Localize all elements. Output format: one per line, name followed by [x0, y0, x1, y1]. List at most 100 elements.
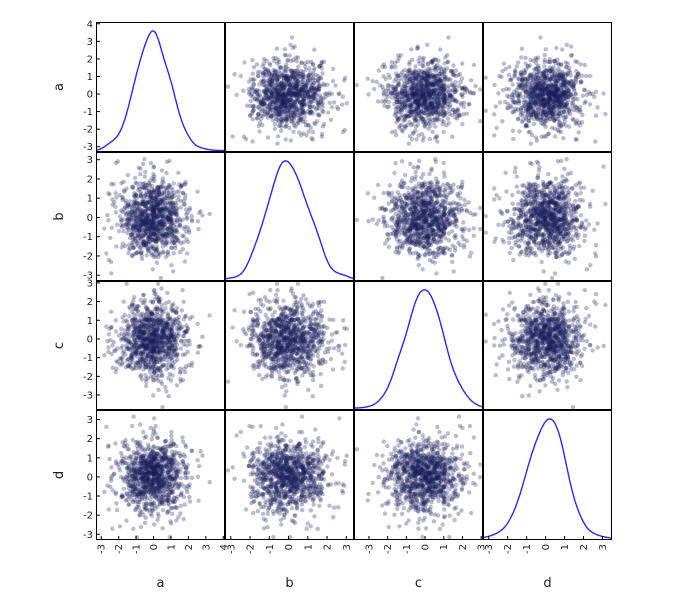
scatter-point: [130, 205, 135, 211]
scatter-point: [146, 236, 152, 241]
scatter-point: [539, 97, 545, 102]
scatter-point: [551, 58, 557, 64]
scatter-point: [450, 72, 455, 78]
scatter-point: [386, 201, 391, 206]
scatter-point: [157, 209, 162, 215]
scatter-point: [413, 119, 418, 124]
scatter-point: [563, 84, 569, 90]
scatter-point: [154, 184, 160, 190]
scatter-point: [553, 82, 559, 87]
scatter-point: [175, 235, 180, 241]
scatter-point: [434, 78, 439, 83]
scatter-point: [555, 85, 561, 90]
scatter-point: [449, 253, 455, 258]
scatter-point: [554, 91, 559, 96]
scatter-point: [401, 118, 406, 124]
scatter-point: [440, 88, 446, 93]
scatter-point: [539, 134, 544, 139]
scatter-point: [438, 216, 443, 221]
scatter-point: [388, 231, 394, 237]
scatter-point: [133, 209, 138, 214]
scatter-point: [441, 98, 447, 103]
scatter-point: [524, 89, 529, 94]
scatter-point: [311, 80, 316, 86]
scatter-point: [432, 215, 437, 220]
scatter-point: [528, 99, 534, 105]
scatter-point: [286, 73, 291, 79]
scatter-point: [549, 87, 554, 92]
scatter-point: [171, 231, 176, 236]
scatter-point: [133, 215, 139, 221]
scatter-point: [278, 83, 283, 89]
scatter-point: [547, 79, 552, 84]
scatter-point: [420, 117, 425, 122]
scatter-point: [276, 99, 281, 104]
scatter-point: [157, 228, 162, 233]
scatter-point: [428, 87, 434, 92]
scatter-point: [305, 91, 311, 96]
scatter-point: [528, 101, 533, 106]
scatter-point: [260, 97, 265, 102]
scatter-point: [542, 102, 548, 108]
scatter-point: [541, 113, 546, 118]
scatter-point: [531, 95, 536, 100]
scatter-point: [384, 92, 390, 97]
scatter-point: [265, 67, 271, 73]
scatter-point: [566, 87, 571, 92]
scatter-point: [411, 188, 416, 193]
scatter-point: [149, 202, 155, 207]
scatter-point: [302, 61, 308, 66]
scatter-point: [419, 217, 424, 222]
scatter-point: [311, 95, 316, 100]
scatter-point: [164, 231, 169, 236]
scatter-point: [395, 104, 400, 110]
scatter-point: [433, 136, 438, 141]
scatter-point: [305, 73, 310, 79]
scatter-point: [409, 91, 414, 97]
scatter-point: [436, 219, 442, 225]
scatter-point: [561, 97, 566, 102]
scatter-point: [301, 111, 307, 116]
scatter-point: [442, 207, 448, 212]
scatter-point: [393, 96, 398, 102]
scatter-point: [435, 241, 440, 246]
scatter-point: [430, 72, 436, 78]
scatter-point: [377, 83, 383, 88]
scatter-point: [532, 92, 537, 97]
scatter-point: [570, 100, 576, 105]
scatter-point: [424, 83, 429, 88]
scatter-point: [443, 89, 449, 94]
scatter-point: [417, 92, 422, 98]
scatter-point: [271, 75, 276, 80]
scatter-point: [110, 202, 115, 207]
scatter-point: [260, 99, 266, 104]
scatter-point: [532, 94, 537, 99]
scatter-point: [442, 74, 447, 80]
scatter-point: [433, 215, 439, 221]
scatter-point: [420, 98, 426, 103]
scatter-point: [451, 200, 456, 205]
scatter-point: [278, 83, 284, 89]
scatter-point: [523, 124, 528, 129]
scatter-point: [109, 225, 114, 231]
scatter-point: [552, 95, 557, 100]
scatter-point: [256, 111, 261, 117]
scatter-point: [303, 93, 308, 99]
scatter-point: [429, 111, 435, 117]
scatter-point: [317, 83, 322, 88]
scatter-point: [430, 129, 435, 134]
scatter-point: [284, 76, 289, 81]
scatter-point: [301, 102, 306, 107]
scatter-point: [452, 89, 457, 95]
scatter-point: [301, 110, 306, 115]
scatter-point: [277, 88, 282, 93]
scatter-point: [433, 215, 438, 221]
scatter-point: [415, 213, 420, 218]
scatter-point: [413, 224, 418, 229]
scatter-point: [516, 85, 521, 90]
scatter-point: [160, 249, 166, 254]
scatter-point: [553, 94, 558, 99]
scatter-point: [509, 77, 514, 83]
scatter-point: [399, 230, 405, 235]
scatter-point: [137, 216, 142, 221]
